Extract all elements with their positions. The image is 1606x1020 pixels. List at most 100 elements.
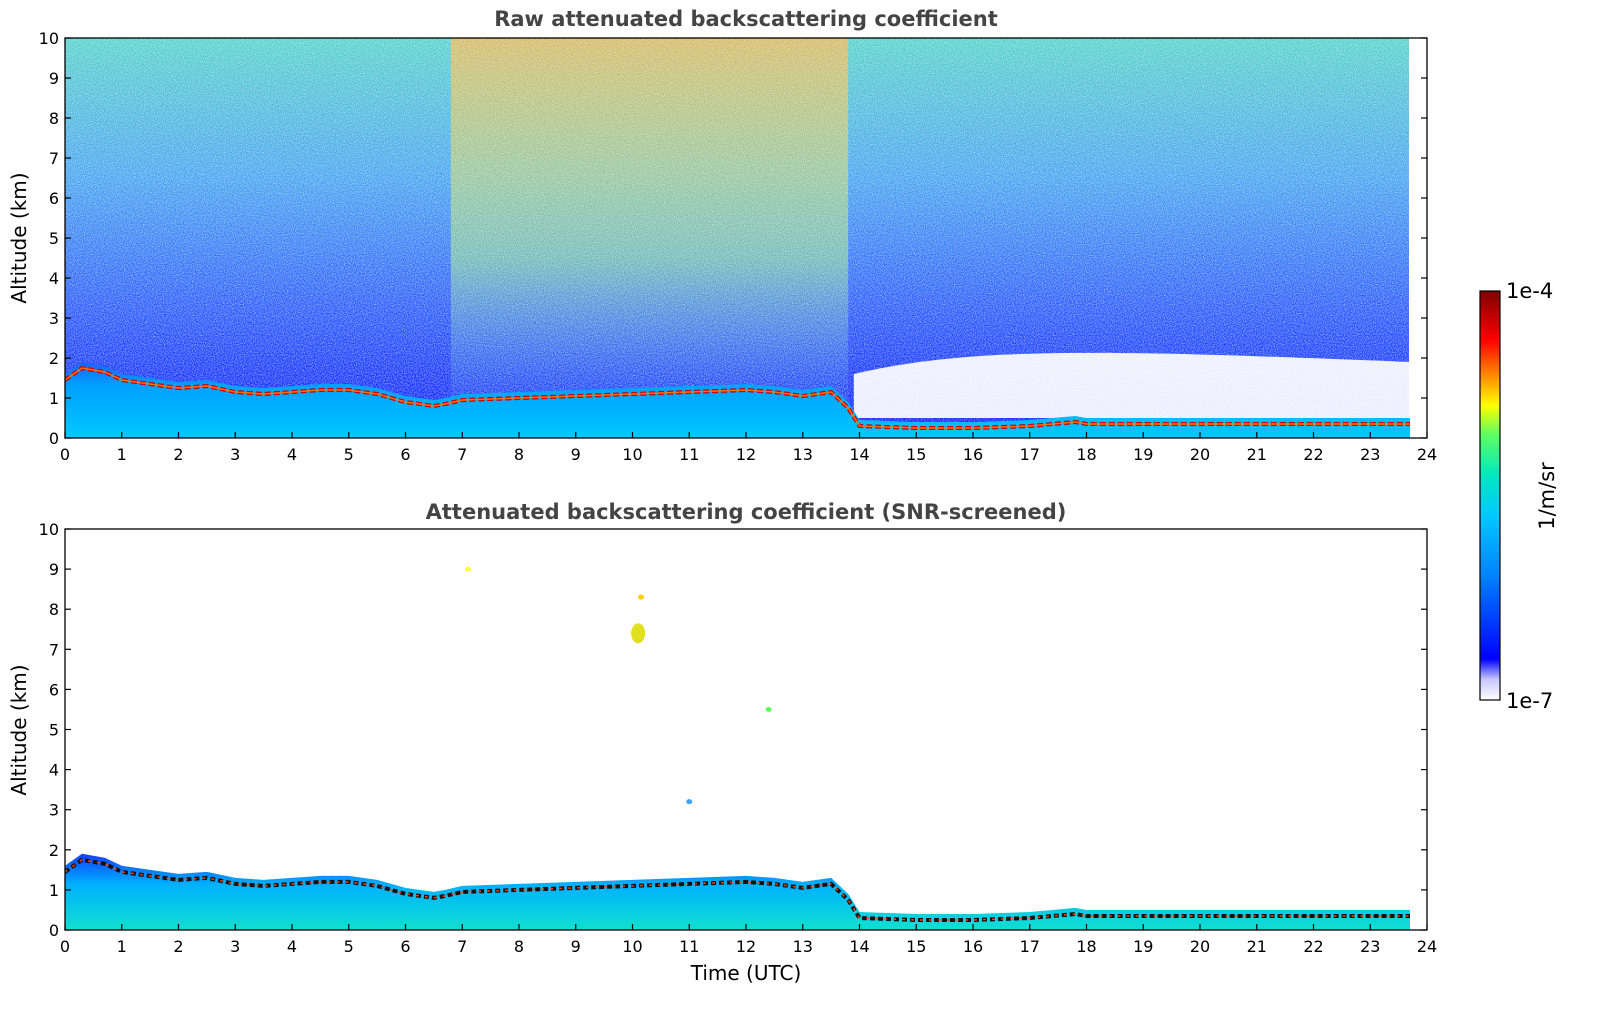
x-tick-label: 18 <box>1076 445 1096 464</box>
y-tick-label: 5 <box>49 721 59 740</box>
x-tick-label: 9 <box>571 445 581 464</box>
x-tick-label: 20 <box>1190 937 1210 956</box>
x-tick-label: 18 <box>1076 937 1096 956</box>
x-tick-label: 5 <box>344 937 354 956</box>
x-tick-label: 11 <box>679 445 699 464</box>
x-tick-label: 21 <box>1247 937 1267 956</box>
y-tick-label: 0 <box>49 921 59 940</box>
panel-screened: Attenuated backscattering coefficient (S… <box>7 500 1437 985</box>
y-tick-label: 10 <box>39 29 59 48</box>
x-tick-label: 12 <box>736 445 756 464</box>
x-tick-label: 13 <box>793 445 813 464</box>
x-tick-label: 2 <box>173 937 183 956</box>
x-tick-label: 24 <box>1417 937 1437 956</box>
y-tick-label: 7 <box>49 149 59 168</box>
y-tick-label: 4 <box>49 761 59 780</box>
x-tick-label: 20 <box>1190 445 1210 464</box>
y-tick-label: 2 <box>49 349 59 368</box>
x-tick-label: 4 <box>287 445 297 464</box>
colorbar-min-label: 1e-7 <box>1506 689 1553 713</box>
x-axis-label: Time (UTC) <box>690 961 802 985</box>
y-tick-label: 5 <box>49 229 59 248</box>
x-tick-label: 10 <box>622 937 642 956</box>
panel-raw-x-axis: 0 1 2 3 4 5 6 7 8 9 10 11 12 13 14 15 16 17 18 19 20 21 22 23 24 <box>60 432 1437 464</box>
raw-layer-top-core <box>65 367 1410 429</box>
screened-layer-top-color <box>65 859 1410 921</box>
screened-feature <box>765 706 772 712</box>
x-tick-label: 15 <box>906 937 926 956</box>
x-tick-label: 11 <box>679 937 699 956</box>
y-tick-label: 1 <box>49 881 59 900</box>
x-tick-label: 12 <box>736 937 756 956</box>
x-tick-label: 2 <box>173 445 183 464</box>
x-tick-label: 24 <box>1417 445 1437 464</box>
x-tick-label: 17 <box>1020 937 1040 956</box>
x-tick-label: 19 <box>1133 937 1153 956</box>
y-tick-label: 0 <box>49 429 59 448</box>
screened-boundary-layer <box>65 853 1410 930</box>
y-tick-label: 1 <box>49 389 59 408</box>
x-tick-label: 5 <box>344 445 354 464</box>
y-tick-label: 8 <box>49 109 59 128</box>
panel-screened-x-axis: 0 1 2 3 4 5 6 7 8 9 10 11 12 13 14 15 16 17 18 19 20 21 22 23 24 <box>60 924 1437 956</box>
panel-screened-y-axis: 0 1 2 3 4 5 6 7 8 9 10 <box>39 520 1427 940</box>
x-tick-label: 10 <box>622 445 642 464</box>
panel-raw: Raw attenuated backscattering coefficien… <box>7 7 1437 464</box>
x-tick-label: 22 <box>1303 445 1323 464</box>
panel-raw-y-axis: 0 1 2 3 4 5 6 7 8 9 10 <box>39 29 1427 448</box>
x-tick-label: 9 <box>571 937 581 956</box>
y-tick-label: 4 <box>49 269 59 288</box>
y-tick-label: 6 <box>49 680 59 699</box>
panel-screened-frame <box>64 528 1428 931</box>
screened-feature <box>638 594 645 600</box>
x-tick-label: 6 <box>400 445 410 464</box>
x-tick-label: 8 <box>514 937 524 956</box>
colorbar-unit-label: 1/m/sr <box>1535 462 1559 530</box>
colorbar-max-label: 1e-4 <box>1506 279 1553 303</box>
x-tick-label: 16 <box>963 937 983 956</box>
y-tick-label: 8 <box>49 600 59 619</box>
panel-screened-heatmap <box>65 566 1410 930</box>
screened-feature <box>464 566 471 572</box>
x-tick-label: 14 <box>849 445 869 464</box>
x-tick-label: 7 <box>457 937 467 956</box>
x-tick-label: 14 <box>849 937 869 956</box>
x-tick-label: 4 <box>287 937 297 956</box>
y-tick-label: 3 <box>49 309 59 328</box>
x-tick-label: 21 <box>1247 445 1267 464</box>
x-tick-label: 8 <box>514 445 524 464</box>
y-tick-label: 9 <box>49 560 59 579</box>
x-tick-label: 13 <box>793 937 813 956</box>
x-tick-label: 17 <box>1020 445 1040 464</box>
x-tick-label: 23 <box>1360 445 1380 464</box>
raw-speckle <box>65 38 1409 438</box>
panel-screened-title: Attenuated backscattering coefficient (S… <box>426 500 1067 524</box>
screened-feature <box>686 799 693 805</box>
panel-raw-ylabel: Altitude (km) <box>7 172 31 303</box>
x-tick-label: 15 <box>906 445 926 464</box>
raw-boundary-layer <box>65 362 1410 438</box>
y-tick-label: 3 <box>49 801 59 820</box>
x-tick-label: 6 <box>400 937 410 956</box>
panel-screened-ylabel: Altitude (km) <box>7 664 31 795</box>
x-tick-label: 0 <box>60 445 70 464</box>
x-tick-label: 0 <box>60 937 70 956</box>
x-tick-label: 16 <box>963 445 983 464</box>
colorbar: 1e-4 1e-7 1/m/sr <box>1479 279 1559 713</box>
y-tick-label: 9 <box>49 69 59 88</box>
x-tick-label: 1 <box>117 937 127 956</box>
colorbar-gradient <box>1479 290 1501 701</box>
y-tick-label: 7 <box>49 640 59 659</box>
x-tick-label: 22 <box>1303 937 1323 956</box>
screened-isolated-features <box>464 566 772 805</box>
panel-raw-title: Raw attenuated backscattering coefficien… <box>494 7 998 31</box>
x-tick-label: 3 <box>230 445 240 464</box>
x-tick-label: 1 <box>117 445 127 464</box>
panel-raw-heatmap <box>65 38 1410 438</box>
screened-feature <box>631 623 646 644</box>
x-tick-label: 23 <box>1360 937 1380 956</box>
y-tick-label: 6 <box>49 189 59 208</box>
x-tick-label: 19 <box>1133 445 1153 464</box>
x-tick-label: 3 <box>230 937 240 956</box>
